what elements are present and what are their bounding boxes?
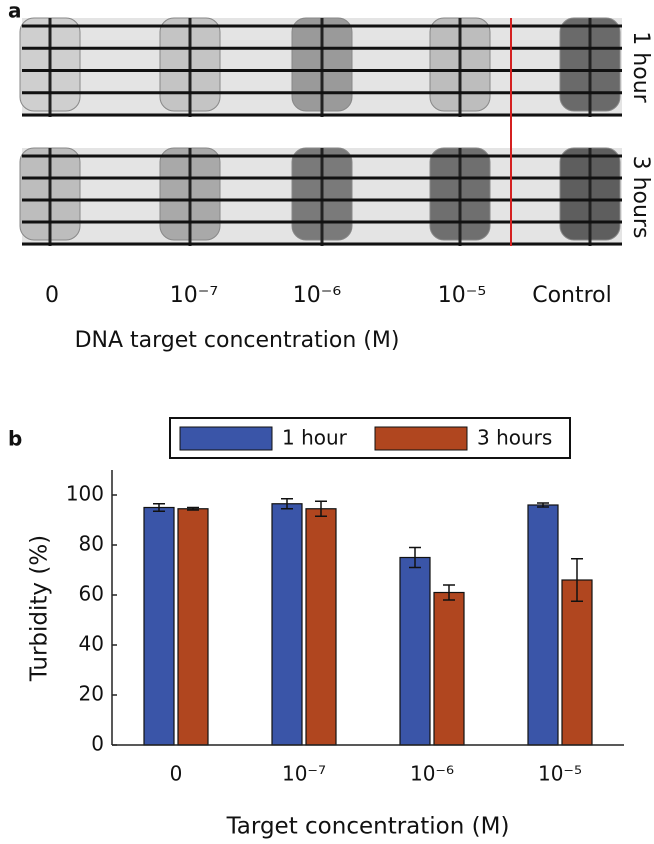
y-tick-label: 0 (91, 732, 104, 756)
lane-label: 10⁻⁷ (170, 283, 218, 308)
error-bar (153, 503, 165, 512)
legend-label: 3 hours (477, 426, 552, 450)
bar (305, 508, 337, 746)
photo (19, 17, 622, 246)
error-bar (537, 502, 549, 508)
bar (561, 579, 593, 746)
x-tick-label: 10⁻⁵ (538, 762, 582, 786)
legend-swatch (374, 426, 468, 451)
error-bar (443, 584, 455, 601)
legend-box (169, 417, 571, 459)
bar (433, 591, 465, 746)
x-axis-label: DNA target concentration (M) (75, 328, 400, 353)
bar (271, 503, 303, 746)
chart: 0 20 40 60 80 100 0 10⁻⁷ 10⁻⁶ 10⁻⁵ 1 hour 3 hours (66, 417, 624, 786)
panel-label: b (8, 427, 22, 451)
bar (399, 556, 431, 746)
row-label: 3 hours (628, 156, 653, 239)
y-tick-label: 20 (79, 682, 104, 706)
x-axis-label: Target concentration (M) (226, 814, 510, 840)
y-axis-label: Turbidity (%) (27, 535, 53, 682)
y-tick-label: 100 (66, 482, 104, 506)
row-label: 1 hour (628, 31, 653, 103)
panel-label: a (8, 0, 22, 23)
x-tick-label: 10⁻⁷ (282, 762, 326, 786)
legend: 1 hour 3 hours (169, 417, 571, 459)
error-bar (281, 498, 293, 510)
error-bar (571, 558, 583, 602)
x-tick-label: 10⁻⁶ (410, 762, 454, 786)
bar (143, 506, 175, 746)
y-tick-label: 80 (79, 532, 104, 556)
error-bar (315, 500, 327, 517)
lane-label: 10⁻⁵ (438, 283, 486, 308)
bar (527, 504, 559, 746)
bar (177, 508, 209, 746)
lane-label: Control (532, 283, 612, 308)
error-bar (409, 546, 421, 569)
error-bar (187, 506, 199, 511)
legend-label: 1 hour (282, 426, 348, 450)
y-tick-label: 40 (79, 632, 104, 656)
lane-label: 0 (45, 283, 59, 308)
y-tick-label: 60 (79, 582, 104, 606)
legend-swatch (179, 426, 273, 451)
x-tick-label: 0 (170, 762, 183, 786)
lane-label: 10⁻⁶ (293, 283, 342, 308)
